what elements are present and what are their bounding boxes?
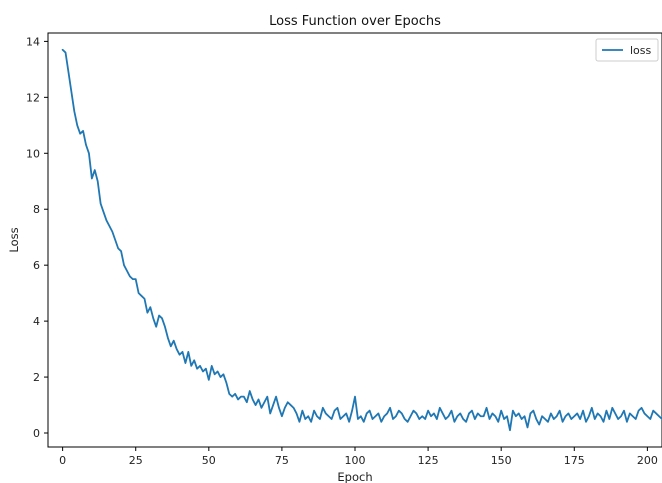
- y-tick-label: 2: [33, 371, 40, 384]
- series-loss-line: [61, 48, 662, 432]
- y-tick-label: 4: [33, 315, 40, 328]
- legend: loss: [595, 38, 659, 62]
- x-tick-label: 150: [491, 454, 512, 467]
- y-axis-ticks: 0 2 4 6 8 10 12 14: [26, 35, 48, 440]
- legend-box: [595, 38, 659, 62]
- y-tick-label: 0: [33, 427, 40, 440]
- x-tick-label: 50: [202, 454, 216, 467]
- y-tick-label: 8: [33, 203, 40, 216]
- x-tick-label: 25: [129, 454, 143, 467]
- x-axis-ticks: 0 25 50 75 100 125 150 175 200: [59, 447, 658, 467]
- x-tick-label: 175: [564, 454, 585, 467]
- chart-title: Loss Function over Epochs: [269, 14, 441, 29]
- x-tick-label: 0: [59, 454, 66, 467]
- y-tick-label: 10: [26, 147, 40, 160]
- legend-label-loss: loss: [630, 44, 652, 57]
- y-tick-label: 12: [26, 91, 40, 104]
- y-tick-label: 14: [26, 35, 40, 48]
- x-axis-label: Epoch: [337, 470, 372, 483]
- x-tick-label: 125: [418, 454, 439, 467]
- x-tick-label: 100: [345, 454, 366, 467]
- y-tick-label: 6: [33, 259, 40, 272]
- x-tick-label: 75: [275, 454, 289, 467]
- x-tick-label: 200: [637, 454, 658, 467]
- y-axis-label: Loss: [7, 227, 21, 252]
